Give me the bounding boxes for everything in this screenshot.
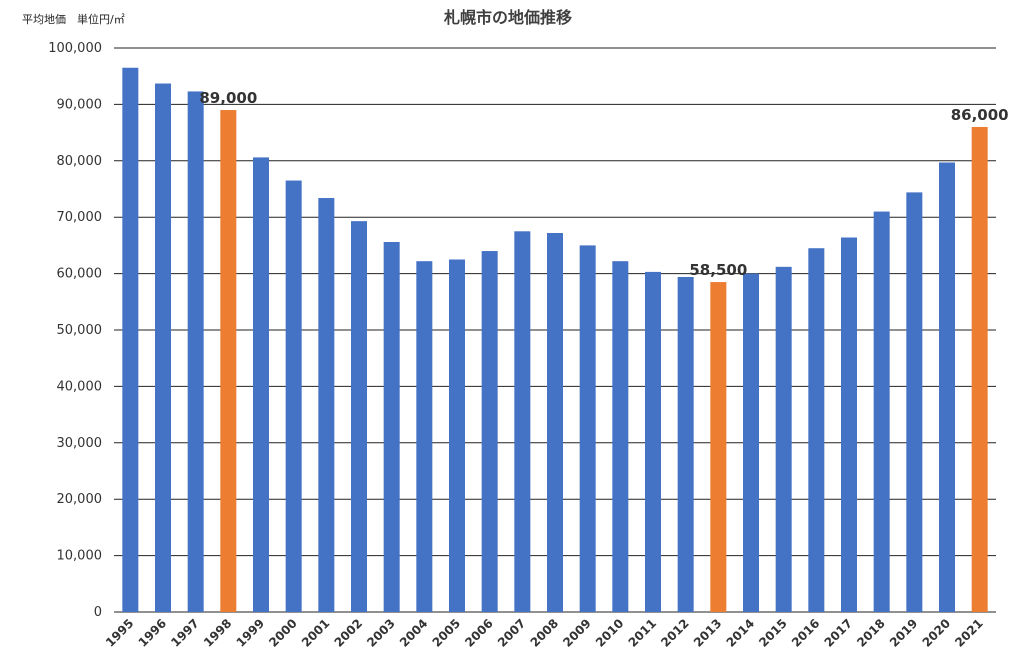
- y-tick-label: 20,000: [57, 492, 103, 507]
- y-tick-label: 30,000: [57, 436, 103, 451]
- x-tick-label: 2020: [920, 616, 954, 650]
- bar-2006: [481, 251, 498, 613]
- data-label: 58,500: [689, 261, 747, 279]
- bar-1997: [187, 91, 204, 613]
- bar-2003: [383, 242, 400, 613]
- y-tick-label: 60,000: [57, 267, 103, 282]
- data-label: 86,000: [951, 106, 1009, 124]
- x-tick-label: 1995: [103, 616, 137, 650]
- bar-2020: [939, 162, 955, 612]
- x-axis-ticks: 1995 1996 1997 1998 1999 2000 2001 2002 2003 2004…: [103, 616, 986, 650]
- bar-2008: [547, 232, 563, 612]
- y-tick-label: 70,000: [57, 210, 103, 225]
- y-tick-label: 80,000: [57, 154, 103, 169]
- x-tick-label: 2004: [397, 616, 431, 650]
- y-tick-label: 50,000: [57, 323, 103, 338]
- bar-2002: [351, 221, 367, 612]
- x-tick-label: 2017: [822, 616, 856, 650]
- bar-1999: [253, 157, 269, 612]
- bar-2014: [743, 273, 759, 612]
- bar-2017: [841, 237, 857, 612]
- x-tick-label: 2019: [887, 616, 921, 650]
- x-tick-label: 2000: [266, 616, 300, 650]
- bar-2013: [710, 282, 727, 612]
- x-tick-label: 1999: [234, 616, 268, 650]
- y-tick-label: 40,000: [57, 379, 103, 394]
- bar-2007: [514, 231, 531, 613]
- bar-2004: [416, 261, 433, 612]
- y-tick-label: 10,000: [57, 549, 103, 564]
- y-tick-label: 100,000: [48, 41, 102, 56]
- x-tick-label: 2005: [430, 616, 464, 650]
- x-tick-label: 1996: [136, 616, 170, 650]
- bar-2015: [775, 266, 792, 612]
- bar-2012: [677, 276, 694, 612]
- bars: [122, 67, 988, 613]
- x-tick-label: 2009: [560, 616, 594, 650]
- y-tick-label: 90,000: [57, 97, 103, 112]
- bar-1998: [220, 110, 237, 612]
- x-tick-label: 1998: [201, 616, 235, 650]
- x-tick-label: 2016: [789, 616, 823, 650]
- bar-2011: [645, 271, 661, 612]
- x-tick-label: 2006: [462, 616, 496, 650]
- bar-2018: [873, 211, 890, 612]
- x-tick-label: 2014: [724, 616, 758, 650]
- bar-2005: [449, 259, 465, 612]
- bar-2021: [971, 126, 988, 613]
- y-tick-label: 0: [94, 605, 102, 620]
- y-axis-ticks: 0 10,000 20,000 30,000 40,000 50,000 60,000 70,…: [48, 41, 102, 620]
- x-tick-label: 1997: [168, 616, 202, 650]
- data-labels: 89,000 58,500 86,000: [199, 89, 1008, 279]
- x-tick-label: 2008: [528, 616, 562, 650]
- x-tick-label: 2015: [756, 616, 790, 650]
- x-tick-label: 2007: [495, 616, 529, 650]
- x-tick-label: 2018: [854, 616, 888, 650]
- x-tick-label: 2021: [952, 616, 986, 650]
- y-axis-unit-label: 平均地価 単位円/㎡: [22, 12, 125, 26]
- bar-2016: [808, 248, 825, 612]
- bar-2000: [285, 180, 302, 613]
- bar-2019: [906, 192, 923, 612]
- bar-2001: [318, 198, 335, 613]
- x-tick-label: 2003: [364, 616, 398, 650]
- bar-2009: [579, 245, 596, 612]
- bar-2010: [612, 261, 629, 612]
- bar-1996: [155, 83, 171, 613]
- x-tick-label: 2010: [593, 616, 627, 650]
- x-tick-label: 2012: [658, 616, 692, 650]
- chart-title: 札幌市の地価推移: [443, 8, 572, 27]
- data-label: 89,000: [199, 89, 257, 107]
- x-tick-label: 2002: [332, 616, 366, 650]
- x-tick-label: 2011: [626, 616, 660, 650]
- x-tick-label: 2013: [691, 616, 725, 650]
- x-tick-label: 2001: [299, 616, 333, 650]
- bar-1995: [122, 67, 139, 613]
